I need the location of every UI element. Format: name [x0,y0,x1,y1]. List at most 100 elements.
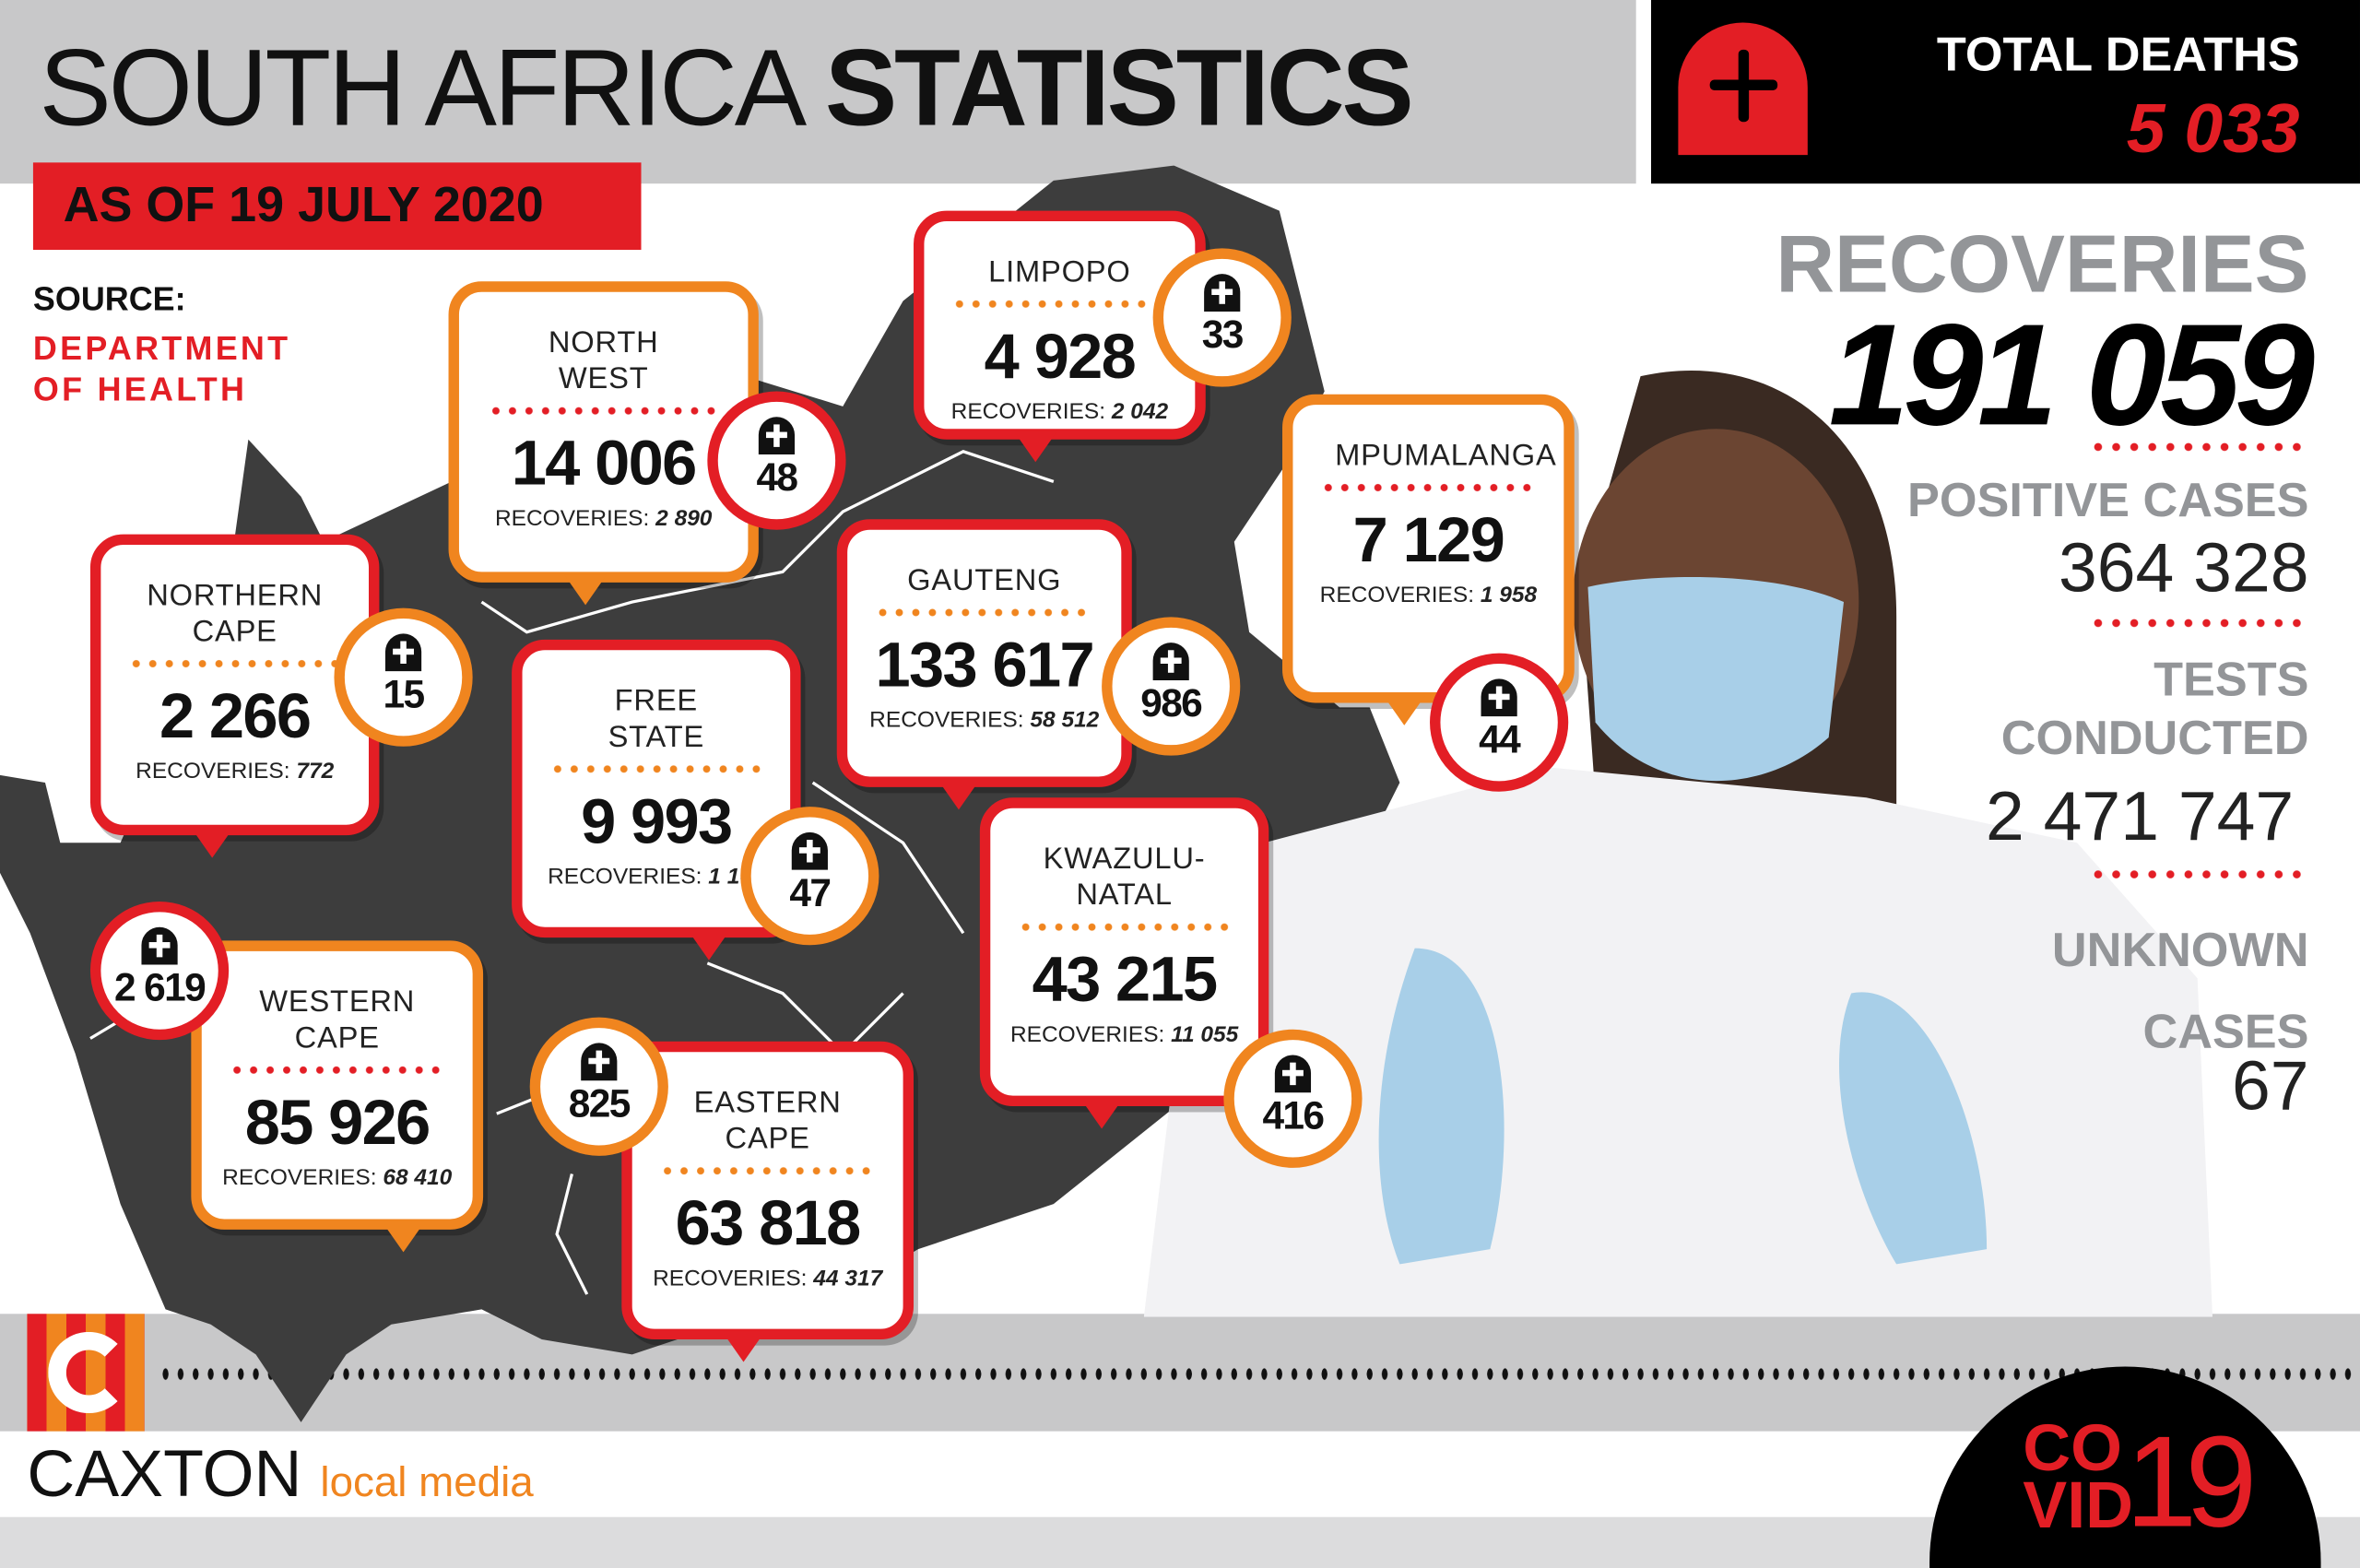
province-card-gauteng: GAUTENG 133 617 RECOVERIES: 58 512 [836,519,1132,810]
callout-pointer [688,929,730,961]
province-recoveries: RECOVERIES: 68 410 [202,1165,473,1191]
tombstone-icon [791,831,828,870]
recoveries-value: 2 042 [1111,398,1169,425]
covid-co: CO [2023,1411,2123,1486]
tombstone-icon [581,1043,618,1081]
callout-pointer [191,827,234,858]
province-card-eastern-cape: EASTERN CAPE 63 818 RECOVERIES: 44 317 [621,1041,914,1362]
unknown-cases-label: UNKNOWN CASES [2051,922,2309,1058]
province-deaths-value: 47 [789,869,832,915]
province-card-kwazulu-natal: KWAZULU-NATAL 43 215 RECOVERIES: 11 055 [979,797,1269,1129]
province-recoveries: RECOVERIES: 772 [100,759,369,784]
province-name: NORTH WEST [548,326,659,396]
divider-dots [874,607,1094,618]
divider-dots [2089,869,2309,879]
province-deaths-kwazulu-natal: 416 [1223,1029,1363,1168]
tombstone-icon [1204,274,1241,312]
province-deaths-limpopo: 33 [1152,248,1292,387]
province-deaths-value: 48 [756,454,798,501]
province-name: MPUMALANGA [1335,439,1557,473]
tombstone-icon [1678,22,1808,156]
province-cases: 7 129 [1352,503,1505,575]
province-cases: 43 215 [1032,943,1219,1015]
recoveries-value: 2 890 [655,505,713,532]
callout-pointer [1080,1098,1123,1129]
callout-pointer [564,574,607,606]
province-recoveries: RECOVERIES: 58 512 [847,707,1121,733]
divider-dots [2089,442,2309,452]
date-banner: AS OF 19 JULY 2020 [32,162,642,251]
recoveries-label: RECOVERIES [1776,219,2309,311]
recoveries-value: 58 512 [1030,707,1100,734]
province-deaths-eastern-cape: 825 [529,1017,668,1156]
province-name: GAUTENG [907,564,1062,598]
recoveries-value: 68 410 [383,1164,453,1191]
province-deaths-northern-cape: 15 [334,607,473,747]
province-recoveries: RECOVERIES: 11 055 [990,1022,1258,1048]
tombstone-icon [1152,643,1189,680]
tombstone-icon [758,417,796,455]
recoveries-value: 1 958 [1480,582,1538,608]
province-deaths-gauteng: 986 [1102,617,1241,756]
total-deaths-label: TOTAL DEATHS [1936,27,2300,82]
recoveries-prefix: RECOVERIES: [653,1266,808,1291]
province-card-western-cape: WESTERN CAPE 85 926 RECOVERIES: 68 410 [191,940,484,1253]
province-deaths-value: 2 619 [114,964,206,1010]
callout-pointer [382,1221,425,1253]
brand-text: CAXTON [27,1437,302,1512]
province-name: FREE STATE [608,684,705,754]
tombstone-icon [141,926,178,965]
divider-dots [488,406,720,416]
caxton-logo [27,1314,145,1432]
province-recoveries: RECOVERIES: 2 042 [924,399,1195,425]
recoveries-prefix: RECOVERIES: [136,758,290,784]
source-name: DEPARTMENT OF HEALTH [32,329,291,408]
province-deaths-value: 15 [383,671,426,717]
province-cases: 14 006 [511,427,698,499]
title-bar [0,0,1636,184]
province-deaths-western-cape: 2 619 [89,901,230,1041]
tombstone-icon [384,633,422,672]
province-card-mpumalanga: MPUMALANGA 7 129 RECOVERIES: 1 958 [1282,394,1575,725]
page-title: SOUTH AFRICA STATISTICS [39,27,1413,150]
recoveries-prefix: RECOVERIES: [1009,1021,1165,1048]
tests-label: TESTS CONDUCTED [2000,651,2309,765]
recoveries-prefix: RECOVERIES: [869,707,1024,734]
province-name: NORTHERN CAPE [147,579,324,649]
recoveries-prefix: RECOVERIES: [950,398,1106,425]
province-deaths-value: 44 [1479,716,1521,762]
province-card-limpopo: LIMPOPO 4 928 RECOVERIES: 2 042 [914,210,1206,463]
title-light: SOUTH AFRICA [39,29,800,149]
source-label: SOURCE: [32,279,186,318]
divider-dots [1017,922,1232,932]
tombstone-icon [1274,1055,1312,1093]
province-deaths-mpumalanga: 44 [1430,653,1569,792]
recoveries-prefix: RECOVERIES: [222,1164,377,1191]
province-recoveries: RECOVERIES: 44 317 [632,1266,903,1291]
divider-dots [127,659,342,668]
province-name: WESTERN CAPE [259,985,416,1055]
province-cases: 63 818 [675,1187,862,1258]
province-cases: 9 993 [581,785,733,856]
recoveries-value: 44 317 [813,1266,883,1291]
divider-dots [549,764,764,774]
recoveries-prefix: RECOVERIES: [494,505,650,532]
tombstone-icon [1481,678,1517,717]
province-cases: 85 926 [244,1086,431,1158]
divider-dots [950,299,1168,309]
province-deaths-value: 33 [1201,311,1245,357]
province-name: KWAZULU-NATAL [1043,843,1206,913]
dotted-divider [158,1368,2360,1381]
brand-name: CAXTON local media [27,1437,533,1513]
recoveries-prefix: RECOVERIES: [548,864,702,890]
callout-pointer [722,1331,765,1362]
covid-vid: VID [2023,1468,2134,1543]
tests-value: 2 471 747 [1986,776,2295,855]
health-worker-photo [1143,370,2212,1317]
unknown-cases-value: 67 [2231,1045,2309,1125]
province-cases: 2 266 [159,679,312,751]
brand-subtext: local media [320,1458,534,1505]
province-deaths-free-state: 47 [740,807,879,946]
positive-cases-label: POSITIVE CASES [1907,472,2309,527]
province-recoveries: RECOVERIES: 1 958 [1292,583,1564,608]
